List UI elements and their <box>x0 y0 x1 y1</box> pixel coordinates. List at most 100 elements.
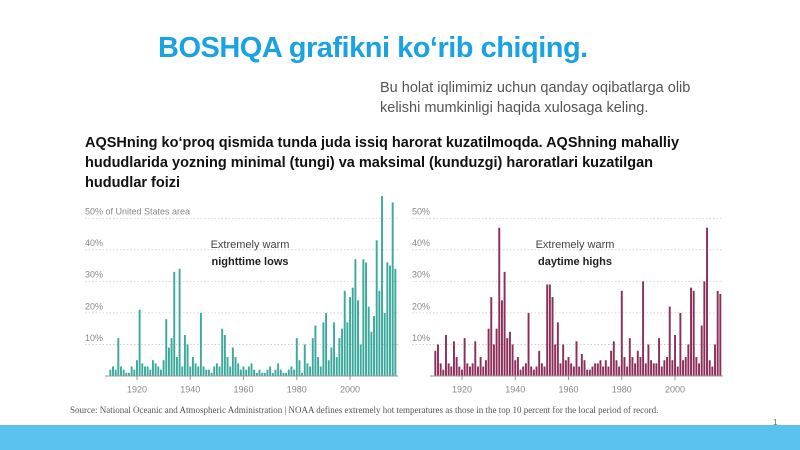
bar <box>708 360 711 376</box>
bar <box>663 360 666 376</box>
bar <box>343 290 346 376</box>
bar <box>599 360 602 376</box>
bar <box>373 316 375 376</box>
bar <box>351 287 354 376</box>
bar <box>634 363 637 376</box>
bar <box>277 363 280 376</box>
bar <box>551 297 554 376</box>
bar <box>117 338 120 376</box>
bar <box>247 366 250 376</box>
bar <box>647 344 650 376</box>
bar <box>151 360 154 376</box>
bar <box>367 306 370 376</box>
bar <box>154 363 157 376</box>
bar <box>207 369 210 376</box>
bar <box>250 363 253 376</box>
bar <box>330 347 333 376</box>
bar <box>213 366 216 376</box>
bar <box>226 357 229 376</box>
bar <box>466 363 469 376</box>
bar <box>639 357 642 376</box>
bar <box>269 366 272 376</box>
bar <box>149 369 152 376</box>
bar <box>335 357 338 376</box>
bar <box>263 372 266 376</box>
bar <box>378 290 381 376</box>
bar <box>716 290 719 376</box>
bar <box>362 259 365 376</box>
bar <box>588 369 591 376</box>
annotation: daytime highs <box>538 256 612 268</box>
bar <box>317 357 320 376</box>
bar <box>370 331 373 376</box>
bar <box>197 366 200 376</box>
x-tick-label: 2000 <box>665 384 685 394</box>
bar <box>626 366 629 376</box>
bar <box>303 344 306 376</box>
annotation: Extremely warm <box>211 239 290 251</box>
bar <box>170 338 173 376</box>
bar <box>527 312 530 376</box>
bar <box>186 344 189 376</box>
y-tick-label: 20% <box>85 301 103 311</box>
bar <box>333 322 336 376</box>
bar <box>676 366 679 376</box>
bar <box>445 334 447 376</box>
x-tick-label: 1940 <box>180 384 200 394</box>
bar <box>234 357 237 376</box>
y-tick-label: 30% <box>412 270 430 280</box>
bar <box>290 366 293 376</box>
bar <box>586 369 589 376</box>
bar <box>133 369 136 376</box>
bar <box>522 366 525 376</box>
annotation: Extremely warm <box>536 239 615 251</box>
bar <box>706 227 708 376</box>
bar <box>189 366 192 376</box>
bar <box>394 268 397 376</box>
bar <box>575 341 578 376</box>
bar <box>266 369 269 376</box>
bar <box>594 363 597 376</box>
bar <box>199 312 202 376</box>
bar <box>223 334 226 376</box>
bar <box>375 240 378 376</box>
bar <box>652 363 655 376</box>
bar <box>703 281 706 376</box>
bar <box>580 353 583 376</box>
x-tick-label: 1960 <box>558 384 578 394</box>
bar <box>253 369 256 376</box>
bar <box>325 312 328 376</box>
bar <box>583 360 586 376</box>
annotation: nighttime lows <box>212 256 289 268</box>
bar <box>434 350 437 376</box>
bar <box>610 350 613 376</box>
bar <box>319 366 322 376</box>
bar <box>327 360 330 376</box>
bar <box>202 366 205 376</box>
bar <box>559 363 562 376</box>
bar <box>471 363 474 376</box>
bar <box>671 360 674 376</box>
bar <box>237 363 240 376</box>
bar <box>711 366 714 376</box>
bar <box>644 363 647 376</box>
bar <box>468 366 471 376</box>
bar <box>173 271 176 376</box>
bar <box>306 363 309 376</box>
bar <box>346 322 349 376</box>
bar <box>167 347 170 376</box>
bar <box>682 360 685 376</box>
bar <box>684 357 687 376</box>
bar <box>183 334 186 376</box>
bar <box>383 312 386 376</box>
bar <box>258 369 261 376</box>
bar <box>261 372 264 376</box>
bar <box>354 259 357 376</box>
bar <box>719 293 722 376</box>
bar <box>138 309 141 376</box>
y-tick-label: 10% <box>85 333 103 343</box>
bar <box>495 328 498 376</box>
x-tick-label: 1980 <box>287 384 307 394</box>
bar <box>535 366 538 376</box>
